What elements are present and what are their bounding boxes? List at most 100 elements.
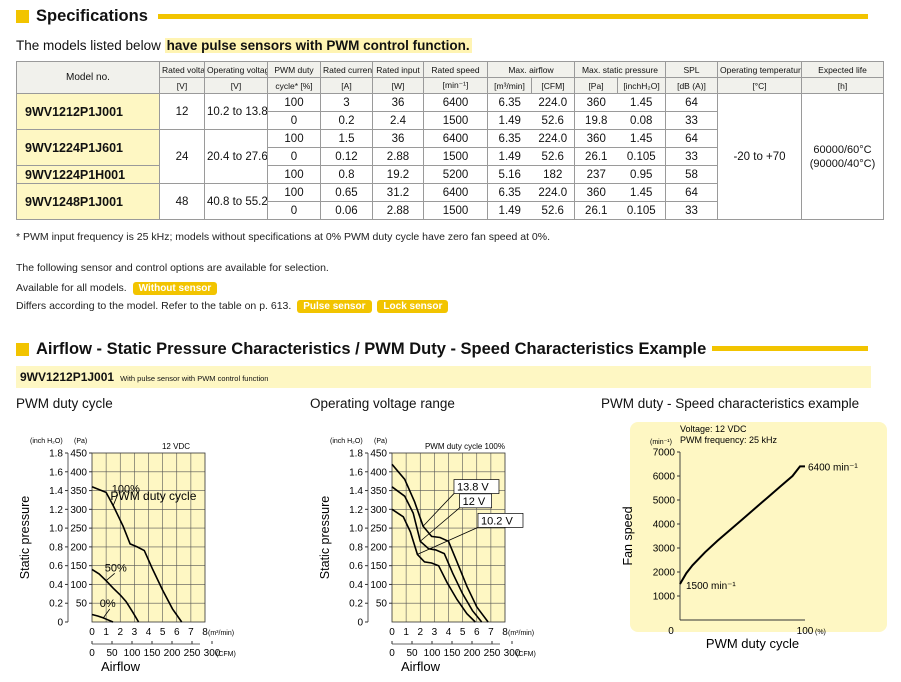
series-line-50 <box>91 568 140 623</box>
current-cell: 0.06 <box>320 201 373 220</box>
airflow-m3-cell: 6.35 <box>487 183 532 202</box>
unit-voltage: [V] <box>159 77 205 94</box>
chart-model-note: With pulse sensor with PWM control funct… <box>120 374 269 383</box>
header-pressure: Max. static pressure <box>574 61 666 78</box>
section-marker-icon <box>16 343 29 356</box>
current-cell: 0.12 <box>320 147 373 166</box>
unit-life: [h] <box>801 77 884 94</box>
plot-area <box>630 422 887 632</box>
y-inch-tick-label: 0.6 <box>49 561 63 572</box>
speed-cell: 1500 <box>423 201 488 220</box>
speed-cell: 6400 <box>423 93 488 112</box>
input-cell: 2.88 <box>372 201 424 220</box>
x-tick-label: 0 <box>89 627 95 638</box>
y-inch-tick-label: 0 <box>57 618 63 629</box>
y-pa-tick-label: 50 <box>76 599 88 610</box>
x-tick-label: 0 <box>389 627 395 638</box>
y-pa-tick-label: 200 <box>370 542 387 553</box>
x-tick-label: 4 <box>146 627 152 638</box>
series-line-102V <box>391 508 476 623</box>
y-pa-tick-label: 400 <box>370 467 387 478</box>
airflow-cfm-cell: 224.0 <box>531 129 575 148</box>
airflow-m3-cell: 1.49 <box>487 201 532 220</box>
pwm-duty-cycle-chart: 00.20.40.60.81.01.21.41.61.8501001502002… <box>18 438 236 674</box>
pwm-cell: 100 <box>267 183 321 202</box>
unit-pressure-pa: [Pa] <box>574 77 618 94</box>
y-tick-label: 4000 <box>653 520 676 531</box>
range-cell: 40.8 to 55.2 <box>204 183 268 220</box>
x-tick-label: 5 <box>160 627 166 638</box>
spl-cell: 33 <box>665 147 718 166</box>
intro-text: The models listed below have pulse senso… <box>16 38 472 53</box>
pressure-pa-cell: 19.8 <box>574 111 618 130</box>
y-inch-tick-label: 1.4 <box>349 486 363 497</box>
speed-cell: 6400 <box>423 183 488 202</box>
section-rule <box>712 346 868 351</box>
current-cell: 3 <box>320 93 373 112</box>
input-cell: 36 <box>372 93 424 112</box>
chart3-title: PWM duty - Speed characteristics example <box>601 396 860 411</box>
spl-cell: 64 <box>665 93 718 112</box>
input-cell: 36 <box>372 129 424 148</box>
model-cell: 9WV1212P1J001 <box>16 93 160 130</box>
y-inch-tick-label: 0.6 <box>349 561 363 572</box>
y-tick-label: 7000 <box>653 448 676 459</box>
y-inch-tick-label: 1.0 <box>349 524 363 535</box>
unit-pwm: cycle* [%] <box>267 77 321 94</box>
current-cell: 0.8 <box>320 165 373 184</box>
pwm-cell: 100 <box>267 93 321 112</box>
x-tick-label: 3 <box>132 627 138 638</box>
x2-unit: (CFM) <box>216 651 236 658</box>
series-line-0 <box>91 613 114 623</box>
series-label-box <box>477 513 524 528</box>
leader-line <box>422 493 455 527</box>
x-tick-label: 3 <box>432 627 438 638</box>
chart-annotation: 12 VDC <box>162 442 190 451</box>
y-tick-label: 6000 <box>653 472 676 483</box>
airflow-m3-cell: 5.16 <box>487 165 532 184</box>
y-pa-tick-label: 150 <box>370 561 387 572</box>
plot-border <box>391 452 506 623</box>
life-cell: 60000/60°C (90000/40°C) <box>801 93 884 220</box>
operating-voltage-chart: 00.20.40.60.81.01.21.41.61.8501001502002… <box>318 438 536 674</box>
x2-tick-label: 100 <box>124 648 141 659</box>
y-inch-tick-label: 1.0 <box>49 524 63 535</box>
lock-sensor-badge: Lock sensor <box>377 300 449 313</box>
voltage-cell: 48 <box>159 183 205 220</box>
pressure-pa-cell: 360 <box>574 183 618 202</box>
unit-speed: [min⁻¹] <box>423 77 488 94</box>
current-cell: 1.5 <box>320 129 373 148</box>
y-tick-label: 2000 <box>653 568 676 579</box>
pressure-inch-cell: 1.45 <box>617 93 666 112</box>
chart1-title: PWM duty cycle <box>16 396 113 411</box>
unit-current: [A] <box>320 77 373 94</box>
range-cell: 20.4 to 27.6 <box>204 129 268 184</box>
x2-tick-label: 300 <box>504 648 521 659</box>
y-axis-label: Static pressure <box>318 496 332 579</box>
series-label: 12 V <box>463 496 486 508</box>
header-spl: SPL <box>665 61 718 78</box>
speed-cell: 5200 <box>423 165 488 184</box>
specifications-header: Specifications <box>16 7 148 26</box>
unit-airflow-m3: [m³/min] <box>487 77 532 94</box>
y-tick-label: 1000 <box>653 592 676 603</box>
series-label-box <box>459 493 492 509</box>
airflow-cfm-cell: 52.6 <box>531 147 575 166</box>
y-pa-tick-label: 450 <box>370 449 387 460</box>
header-pwm: PWM duty <box>267 61 321 78</box>
min-speed-label: 1500 min⁻¹ <box>686 581 736 592</box>
y-pa-tick-label: 400 <box>70 467 87 478</box>
x-axis-label: PWM duty cycle <box>706 636 799 651</box>
y-pa-tick-label: 350 <box>370 486 387 497</box>
x-unit: (m³/min) <box>508 630 534 637</box>
options-model: Differs according to the model. Refer to… <box>16 300 449 313</box>
x-tick-label: 8 <box>202 627 208 638</box>
x2-tick-label: 150 <box>144 648 161 659</box>
airflow-m3-cell: 6.35 <box>487 129 532 148</box>
leader-line <box>419 507 460 542</box>
header-speed: Rated speed <box>423 61 488 78</box>
y-unit: (min⁻¹) <box>650 439 672 446</box>
x2-tick-label: 50 <box>406 648 418 659</box>
y-inch-tick-label: 1.8 <box>49 449 63 460</box>
x2-tick-label: 100 <box>424 648 441 659</box>
